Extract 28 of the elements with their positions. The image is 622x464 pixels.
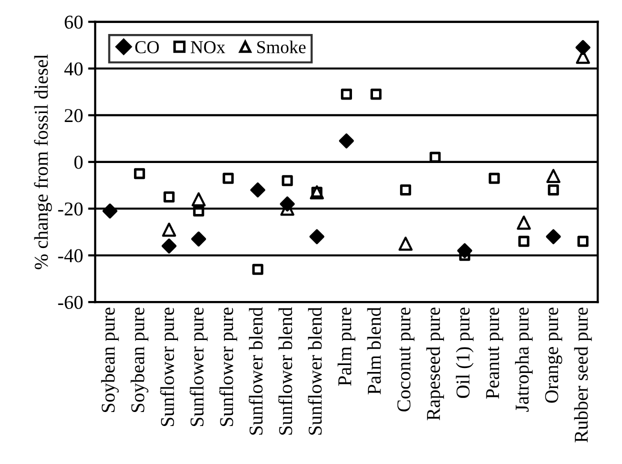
x-tick-label: Orange pure: [545, 308, 562, 403]
x-tick-label: Rubber seed pure: [574, 308, 592, 442]
x-tick-label: Soybean pure: [130, 308, 148, 412]
x-tick-label: Sunflower blend: [248, 307, 263, 435]
legend-label: CO: [135, 41, 159, 54]
x-tick-label: Soybean pure: [101, 308, 119, 412]
x-tick-label: Sunflower pure: [190, 308, 208, 426]
x-tick-label: Sunflower pure: [219, 308, 238, 426]
y-tick-label: 60: [64, 16, 83, 29]
x-tick-label: Sunflower blend: [308, 307, 322, 435]
y-axis-title: % change from fossil diesel: [34, 54, 52, 270]
x-tick-label: Coconut pure: [397, 308, 414, 412]
y-tick-label: 40: [64, 62, 83, 76]
y-tick-label: -20: [58, 202, 83, 216]
x-tick-label: Jatropha pure: [515, 308, 533, 412]
x-tick-label: Sunflower blend: [278, 307, 292, 435]
legend-label: Smoke: [257, 40, 306, 54]
x-tick-label: Oil (1) pure: [456, 308, 474, 398]
y-tick-label: 20: [64, 109, 83, 122]
x-tick-label: Rapeseed pure: [426, 308, 444, 420]
y-tick-label: -40: [58, 249, 83, 262]
legend-label: NOx: [190, 41, 226, 54]
x-tick-label: Palm blend: [367, 307, 381, 394]
x-tick-label: Palm pure: [338, 308, 356, 386]
x-tick-label: Sunflower pure: [160, 308, 178, 426]
y-tick-label: -60: [58, 296, 83, 309]
x-tick-label: Peanut pure: [486, 308, 504, 399]
y-tick-label: 0: [74, 156, 83, 169]
